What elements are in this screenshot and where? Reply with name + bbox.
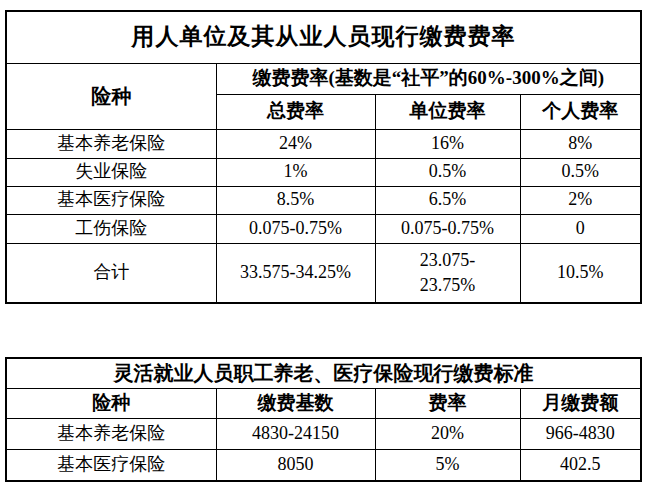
cell-pension-base: 4830-24150 xyxy=(216,418,375,449)
cell-injury-employer: 0.075-0.75% xyxy=(375,214,520,243)
row-label-injury: 工伤保险 xyxy=(6,214,216,243)
cell-pension-personal: 8% xyxy=(520,129,641,158)
flexible-employment-standards-table: 灵活就业人员职工养老、医疗保险现行缴费标准 险种 缴费基数 费率 月缴费额 基本… xyxy=(5,357,642,482)
cell-medical-monthly: 402.5 xyxy=(520,449,641,481)
cell-pension-monthly: 966-4830 xyxy=(520,418,641,449)
row-label-pension: 基本养老保险 xyxy=(6,418,216,449)
table-row: 基本养老保险 24% 16% 8% xyxy=(6,129,641,158)
cell-medical-base: 8050 xyxy=(216,449,375,481)
cell-injury-total: 0.075-0.75% xyxy=(216,214,375,243)
row-label-unemployment: 失业保险 xyxy=(6,158,216,186)
table2-title: 灵活就业人员职工养老、医疗保险现行缴费标准 xyxy=(6,358,641,388)
cell-medical-rate: 5% xyxy=(375,449,520,481)
column-header-insurance-type: 险种 xyxy=(6,388,216,418)
table-row: 险种 缴费费率(基数是“社平”的60%-300%之间) xyxy=(6,63,641,94)
cell-medical-total: 8.5% xyxy=(216,186,375,214)
row-label-total: 合计 xyxy=(6,243,216,303)
cell-total-employer: 23.075- 23.75% xyxy=(375,243,520,303)
table-row: 基本医疗保险 8.5% 6.5% 2% xyxy=(6,186,641,214)
cell-medical-personal: 2% xyxy=(520,186,641,214)
employer-employee-rates-table: 用人单位及其从业人员现行缴费费率 险种 缴费费率(基数是“社平”的60%-300… xyxy=(5,10,642,304)
cell-injury-personal: 0 xyxy=(520,214,641,243)
cell-unemployment-employer: 0.5% xyxy=(375,158,520,186)
cell-unemployment-personal: 0.5% xyxy=(520,158,641,186)
column-header-employer-rate: 单位费率 xyxy=(375,94,520,129)
column-header-rate-group: 缴费费率(基数是“社平”的60%-300%之间) xyxy=(216,63,641,94)
table1-title: 用人单位及其从业人员现行缴费费率 xyxy=(6,11,641,63)
table-row: 用人单位及其从业人员现行缴费费率 xyxy=(6,11,641,63)
cell-unemployment-total: 1% xyxy=(216,158,375,186)
column-header-payment-base: 缴费基数 xyxy=(216,388,375,418)
table-row: 险种 缴费基数 费率 月缴费额 xyxy=(6,388,641,418)
row-label-medical: 基本医疗保险 xyxy=(6,186,216,214)
column-header-total-rate: 总费率 xyxy=(216,94,375,129)
cell-pension-rate: 20% xyxy=(375,418,520,449)
document-page: 用人单位及其从业人员现行缴费费率 险种 缴费费率(基数是“社平”的60%-300… xyxy=(0,0,645,486)
table-row: 工伤保险 0.075-0.75% 0.075-0.75% 0 xyxy=(6,214,641,243)
table-row: 基本养老保险 4830-24150 20% 966-4830 xyxy=(6,418,641,449)
cell-total-total: 33.575-34.25% xyxy=(216,243,375,303)
cell-total-personal: 10.5% xyxy=(520,243,641,303)
row-label-pension: 基本养老保险 xyxy=(6,129,216,158)
column-header-personal-rate: 个人费率 xyxy=(520,94,641,129)
cell-medical-employer: 6.5% xyxy=(375,186,520,214)
column-header-rate: 费率 xyxy=(375,388,520,418)
cell-pension-total: 24% xyxy=(216,129,375,158)
table-row: 失业保险 1% 0.5% 0.5% xyxy=(6,158,641,186)
table-row: 合计 33.575-34.25% 23.075- 23.75% 10.5% xyxy=(6,243,641,303)
table-row: 灵活就业人员职工养老、医疗保险现行缴费标准 xyxy=(6,358,641,388)
column-header-insurance-type: 险种 xyxy=(6,63,216,129)
column-header-monthly-amount: 月缴费额 xyxy=(520,388,641,418)
row-label-medical: 基本医疗保险 xyxy=(6,449,216,481)
table-row: 基本医疗保险 8050 5% 402.5 xyxy=(6,449,641,481)
cell-pension-employer: 16% xyxy=(375,129,520,158)
